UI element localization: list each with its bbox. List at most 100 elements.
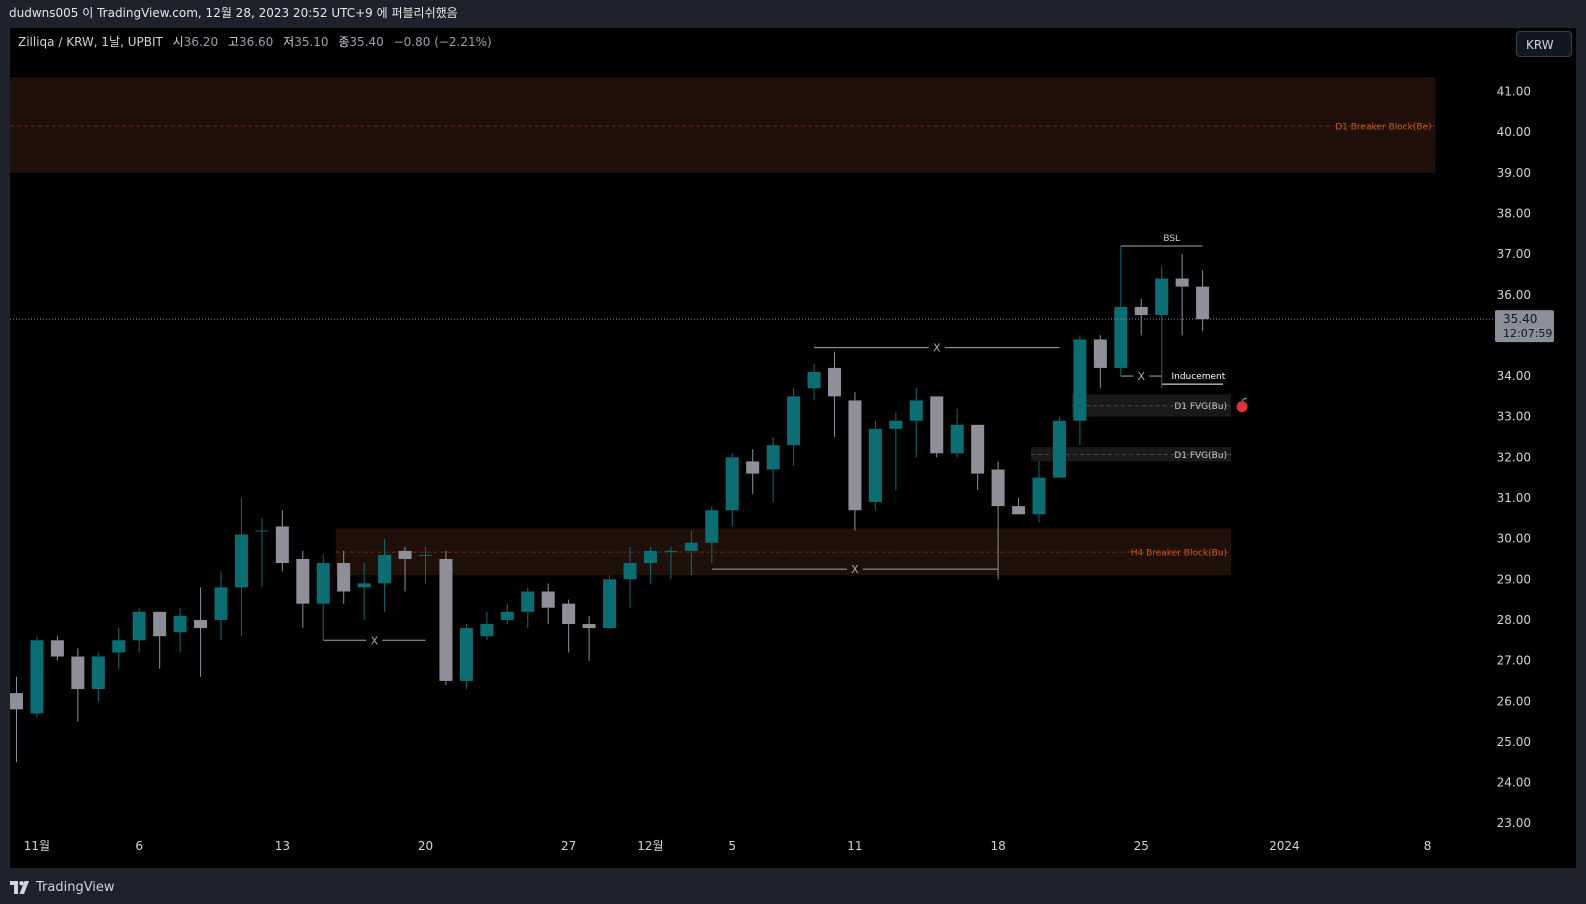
candle-body[interactable]: [848, 400, 862, 511]
candle-body[interactable]: [562, 603, 576, 625]
candle-body[interactable]: [541, 591, 555, 608]
x-tick-label: 18: [990, 839, 1005, 853]
liquidity-label: BSL: [1163, 234, 1180, 244]
candle-body[interactable]: [971, 424, 985, 474]
apple-leaf-icon: [1241, 397, 1248, 402]
candle-body[interactable]: [1073, 339, 1087, 421]
candle-body[interactable]: [1134, 306, 1148, 316]
candle-body[interactable]: [112, 640, 126, 653]
y-tick-label: 25.00: [1497, 735, 1531, 749]
candle-body[interactable]: [296, 558, 310, 604]
high-label: 고: [227, 35, 239, 49]
candle-body[interactable]: [705, 510, 719, 543]
x-tick-label: 20: [418, 839, 433, 853]
y-tick-label: 29.00: [1497, 572, 1531, 586]
candle-body[interactable]: [725, 457, 739, 511]
candle-body[interactable]: [930, 396, 944, 454]
candle-body[interactable]: [419, 554, 432, 556]
candle-body[interactable]: [787, 396, 801, 446]
candle-body[interactable]: [1012, 506, 1026, 515]
candle-body[interactable]: [480, 624, 494, 637]
y-tick-label: 31.00: [1497, 491, 1531, 505]
candle-body[interactable]: [868, 428, 882, 503]
symbol-title[interactable]: Zilliqa / KRW, 1날, UPBIT: [18, 35, 163, 49]
candle-body[interactable]: [255, 530, 269, 532]
candle-body[interactable]: [991, 469, 1005, 507]
candle-body[interactable]: [378, 554, 392, 584]
zone-label: D1 FVG(Bu): [1174, 451, 1227, 461]
candle-body[interactable]: [10, 693, 23, 710]
liquidity-label: Inducement: [1171, 372, 1225, 382]
candle-body[interactable]: [91, 656, 105, 690]
zone-label: D1 FVG(Bu): [1174, 402, 1227, 412]
candle-body[interactable]: [828, 367, 841, 397]
currency-button[interactable]: KRW: [1516, 31, 1572, 57]
candle-body[interactable]: [1155, 278, 1169, 316]
candle-body[interactable]: [316, 563, 330, 604]
last-price-label: 35.40: [1503, 312, 1537, 326]
y-tick-label: 33.00: [1497, 410, 1531, 424]
candle-body[interactable]: [664, 550, 678, 552]
candle-body[interactable]: [684, 542, 698, 551]
x-tick-label: 27: [561, 839, 576, 853]
structure-label: X: [851, 563, 859, 576]
y-tick-label: 40.00: [1497, 125, 1531, 139]
candle-body[interactable]: [950, 424, 964, 454]
candle-body[interactable]: [1114, 306, 1128, 368]
publish-bar: dudwns005 이 TradingView.com, 12월 28, 202…: [0, 0, 1586, 27]
candle-body[interactable]: [214, 587, 228, 620]
tradingview-logo[interactable]: TradingView: [10, 878, 115, 896]
candle-body[interactable]: [1093, 339, 1107, 368]
last-price-badge: [1495, 310, 1554, 343]
y-tick-label: 32.00: [1497, 450, 1531, 464]
x-tick-label: 6: [135, 839, 143, 853]
candle-body[interactable]: [153, 611, 167, 637]
y-tick-label: 27.00: [1497, 654, 1531, 668]
open-value: 36.20: [183, 35, 219, 49]
candle-body[interactable]: [807, 371, 821, 389]
publish-info: dudwns005 이 TradingView.com, 12월 28, 202…: [9, 6, 458, 20]
candle-body[interactable]: [71, 656, 85, 690]
candle-body[interactable]: [275, 526, 289, 564]
candle-body[interactable]: [1032, 477, 1046, 515]
y-tick-label: 41.00: [1497, 85, 1531, 99]
x-tick-label: 13: [275, 839, 290, 853]
candle-body[interactable]: [1175, 278, 1189, 287]
candle-body[interactable]: [643, 550, 657, 564]
zone-label: H4 Breaker Block(Bu): [1131, 549, 1227, 559]
candle-body[interactable]: [398, 550, 412, 559]
zone-rect: [10, 77, 1436, 173]
x-tick-label: 25: [1134, 839, 1149, 853]
candle-body[interactable]: [439, 558, 453, 681]
candle-body[interactable]: [173, 615, 187, 633]
candle-body[interactable]: [889, 420, 903, 429]
candle-body[interactable]: [521, 591, 535, 612]
candle-body[interactable]: [1052, 420, 1066, 478]
candle-body[interactable]: [234, 534, 248, 588]
change-value: −0.80 (−2.21%): [393, 35, 492, 49]
candle-body[interactable]: [909, 400, 923, 421]
candle-body[interactable]: [766, 445, 780, 470]
candle-body[interactable]: [603, 579, 617, 629]
y-tick-label: 30.00: [1497, 532, 1531, 546]
tradingview-brand: TradingView: [36, 879, 115, 895]
candle-body[interactable]: [1196, 286, 1210, 320]
countdown-label: 12:07:59: [1503, 327, 1552, 340]
candle-body[interactable]: [30, 640, 44, 714]
apple-icon: [1236, 401, 1248, 413]
candle-body[interactable]: [500, 611, 514, 620]
candle-body[interactable]: [459, 628, 473, 681]
candle-body[interactable]: [337, 563, 351, 592]
zone-label: D1 Breaker Block(Be): [1335, 123, 1431, 133]
candle-body[interactable]: [50, 640, 64, 657]
low-label: 저: [283, 35, 295, 49]
candle-body[interactable]: [194, 619, 208, 629]
candle-body[interactable]: [746, 461, 760, 474]
candle-body[interactable]: [582, 624, 596, 629]
symbol-legend: Zilliqa / KRW, 1날, UPBIT 시36.20 고36.60 저…: [18, 33, 492, 50]
candle-body[interactable]: [132, 611, 146, 641]
candle-body[interactable]: [357, 583, 371, 588]
tradingview-logo-icon: [10, 880, 29, 894]
candle-body[interactable]: [623, 563, 637, 580]
